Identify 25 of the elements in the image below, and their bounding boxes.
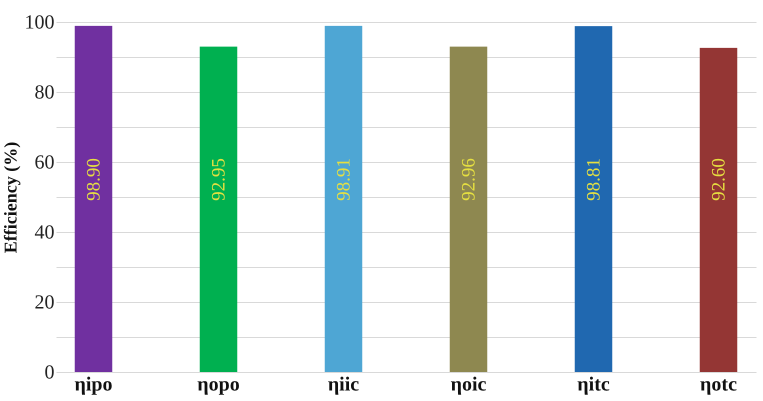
data-label: 92.96 [458, 158, 480, 201]
x-tick-label: ηitc [577, 374, 610, 396]
x-tick-label: ηipo [74, 374, 113, 396]
x-tick-label: ηopo [197, 374, 240, 396]
bar [450, 46, 488, 372]
bar [574, 26, 612, 372]
y-tick-label: 60 [34, 152, 54, 174]
x-tick-label: ηoic [450, 374, 487, 396]
x-tick-label: ηiic [328, 374, 360, 396]
y-axis-title: Efficiency (%) [0, 142, 20, 254]
y-tick-label: 20 [34, 292, 54, 314]
y-tick-label: 100 [24, 12, 54, 34]
data-label: 92.60 [708, 158, 730, 201]
data-label: 92.95 [208, 158, 230, 201]
bar [200, 46, 238, 372]
data-label: 98.81 [584, 158, 604, 201]
bar [324, 26, 362, 372]
bar [700, 48, 738, 372]
y-tick-label: 0 [44, 362, 54, 384]
bar [74, 26, 112, 372]
y-tick-label: 80 [34, 82, 54, 104]
data-label: 98.91 [334, 158, 354, 201]
x-tick-label: ηotc [700, 374, 738, 396]
data-label: 98.90 [84, 158, 104, 201]
y-tick-label: 40 [34, 222, 54, 244]
